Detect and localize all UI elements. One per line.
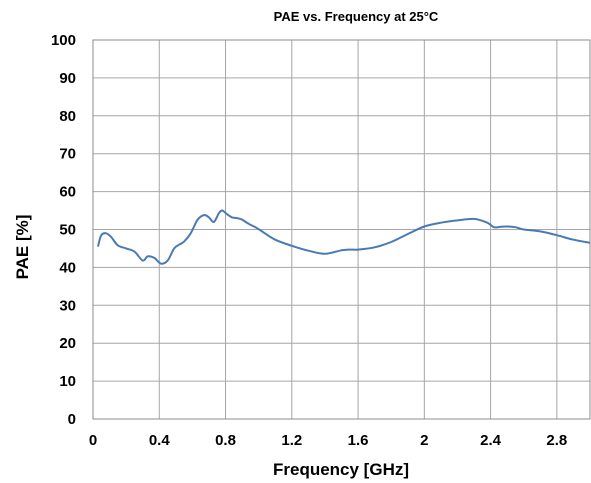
y-tick-label: 50 <box>59 222 76 239</box>
y-tick-label: 40 <box>59 259 76 276</box>
series-line <box>97 209 591 265</box>
x-axis-label: Frequency [GHz] <box>273 460 409 479</box>
series <box>97 209 591 265</box>
y-tick-label: 80 <box>59 108 76 125</box>
y-tick-label: 90 <box>59 70 76 87</box>
x-tick-label: 1.6 <box>348 432 369 449</box>
y-tick-label: 0 <box>68 411 76 428</box>
x-tick-label: 2 <box>420 432 428 449</box>
x-tick-label: 2.8 <box>546 432 567 449</box>
x-tick-label: 0.4 <box>149 432 171 449</box>
plot-area-frame <box>92 39 591 420</box>
x-axis-ticks: 0 0.4 0.8 1.2 1.6 2 2.4 2.8 <box>89 432 567 449</box>
x-tick-label: 0.8 <box>215 432 236 449</box>
y-tick-label: 10 <box>59 373 76 390</box>
y-tick-label: 20 <box>59 335 76 352</box>
x-tick-label: 0 <box>89 432 97 449</box>
grid <box>93 40 590 419</box>
x-tick-label: 2.4 <box>480 432 502 449</box>
chart-title: PAE vs. Frequency at 25°C <box>274 9 439 24</box>
x-tick-label: 1.2 <box>281 432 302 449</box>
y-axis-label: PAE [%] <box>13 215 32 280</box>
y-tick-label: 30 <box>59 297 76 314</box>
y-tick-label: 100 <box>51 32 76 49</box>
y-tick-label: 60 <box>59 184 76 201</box>
y-tick-label: 70 <box>59 146 76 163</box>
y-axis-ticks: 0 10 20 30 40 50 60 70 80 90 100 <box>51 32 76 428</box>
